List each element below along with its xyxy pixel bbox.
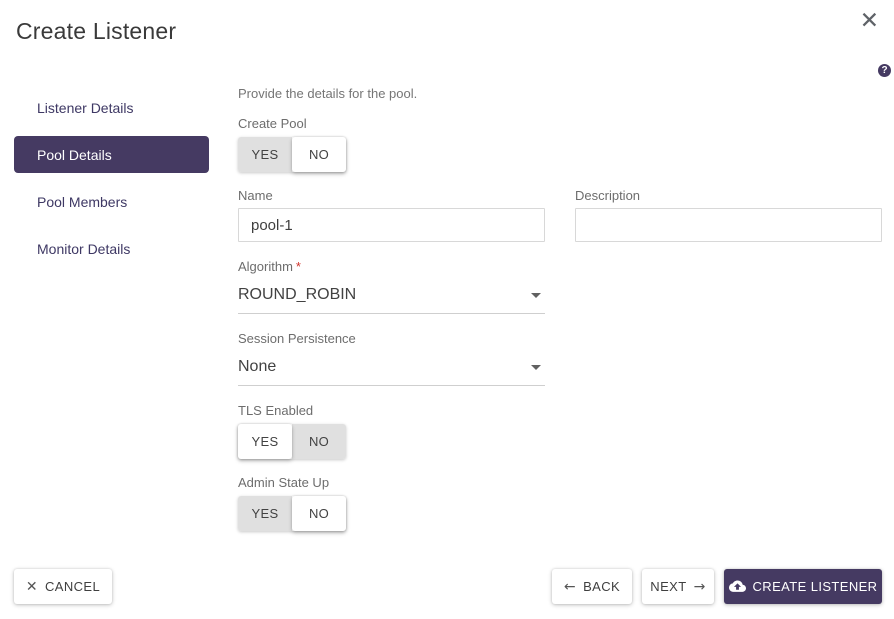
tls-enabled-yes-button[interactable]: YES — [238, 424, 292, 459]
arrow-left-icon: ← — [563, 578, 577, 595]
back-label: BACK — [583, 579, 621, 594]
back-button[interactable]: ← BACK — [552, 569, 632, 604]
arrow-right-icon: → — [693, 578, 706, 595]
description-label: Description — [575, 188, 641, 203]
name-label: Name — [238, 188, 273, 203]
create-pool-yes-button[interactable]: YES — [238, 137, 292, 172]
required-marker: * — [295, 259, 301, 274]
tls-enabled-no-button[interactable]: NO — [292, 424, 346, 459]
description-input[interactable] — [575, 208, 882, 242]
dialog-title: Create Listener — [16, 18, 177, 44]
cloud-upload-icon — [728, 580, 746, 593]
tls-enabled-toggle: YES NO — [238, 424, 346, 459]
create-pool-toggle: YES NO — [238, 137, 346, 172]
algorithm-value: ROUND_ROBIN — [238, 286, 357, 303]
create-pool-no-button[interactable]: NO — [292, 137, 346, 172]
wizard-steps-sidebar: Listener Details Pool Details Pool Membe… — [14, 89, 209, 277]
name-field-group: Name — [238, 188, 545, 242]
session-persistence-value: None — [238, 358, 277, 375]
admin-state-up-label: Admin State Up — [238, 475, 330, 490]
admin-state-up-yes-button[interactable]: YES — [238, 496, 292, 531]
chevron-down-icon — [531, 292, 541, 298]
step-description: Provide the details for the pool. — [238, 86, 418, 101]
create-pool-label: Create Pool — [238, 116, 307, 131]
cancel-x-icon: ✕ — [25, 578, 38, 595]
step-pool-details[interactable]: Pool Details — [14, 136, 209, 173]
admin-state-up-no-button[interactable]: NO — [292, 496, 346, 531]
close-icon[interactable]: ✕ — [859, 8, 879, 34]
algorithm-select[interactable]: ROUND_ROBIN — [238, 274, 545, 314]
create-listener-label: CREATE LISTENER — [752, 579, 878, 594]
pool-details-form: Provide the details for the pool. Create… — [238, 86, 882, 531]
tls-enabled-label: TLS Enabled — [238, 403, 314, 418]
next-label: NEXT — [650, 579, 687, 594]
step-monitor-details[interactable]: Monitor Details — [37, 240, 131, 257]
create-listener-button[interactable]: CREATE LISTENER — [724, 569, 882, 604]
algorithm-label: Algorithm * — [238, 259, 882, 274]
cancel-button[interactable]: ✕ CANCEL — [14, 569, 112, 604]
step-pool-members[interactable]: Pool Members — [37, 193, 128, 210]
algorithm-label-text: Algorithm — [238, 259, 293, 274]
admin-state-up-toggle: YES NO — [238, 496, 346, 531]
step-listener-details[interactable]: Listener Details — [37, 99, 134, 116]
session-persistence-select[interactable]: None — [238, 346, 545, 386]
description-field-group: Description — [575, 188, 882, 242]
chevron-down-icon — [531, 364, 541, 370]
cancel-label: CANCEL — [45, 579, 101, 594]
name-input[interactable] — [238, 208, 545, 242]
next-button[interactable]: NEXT → — [642, 569, 714, 604]
session-persistence-label: Session Persistence — [238, 331, 356, 346]
help-icon[interactable]: ? — [878, 64, 891, 77]
